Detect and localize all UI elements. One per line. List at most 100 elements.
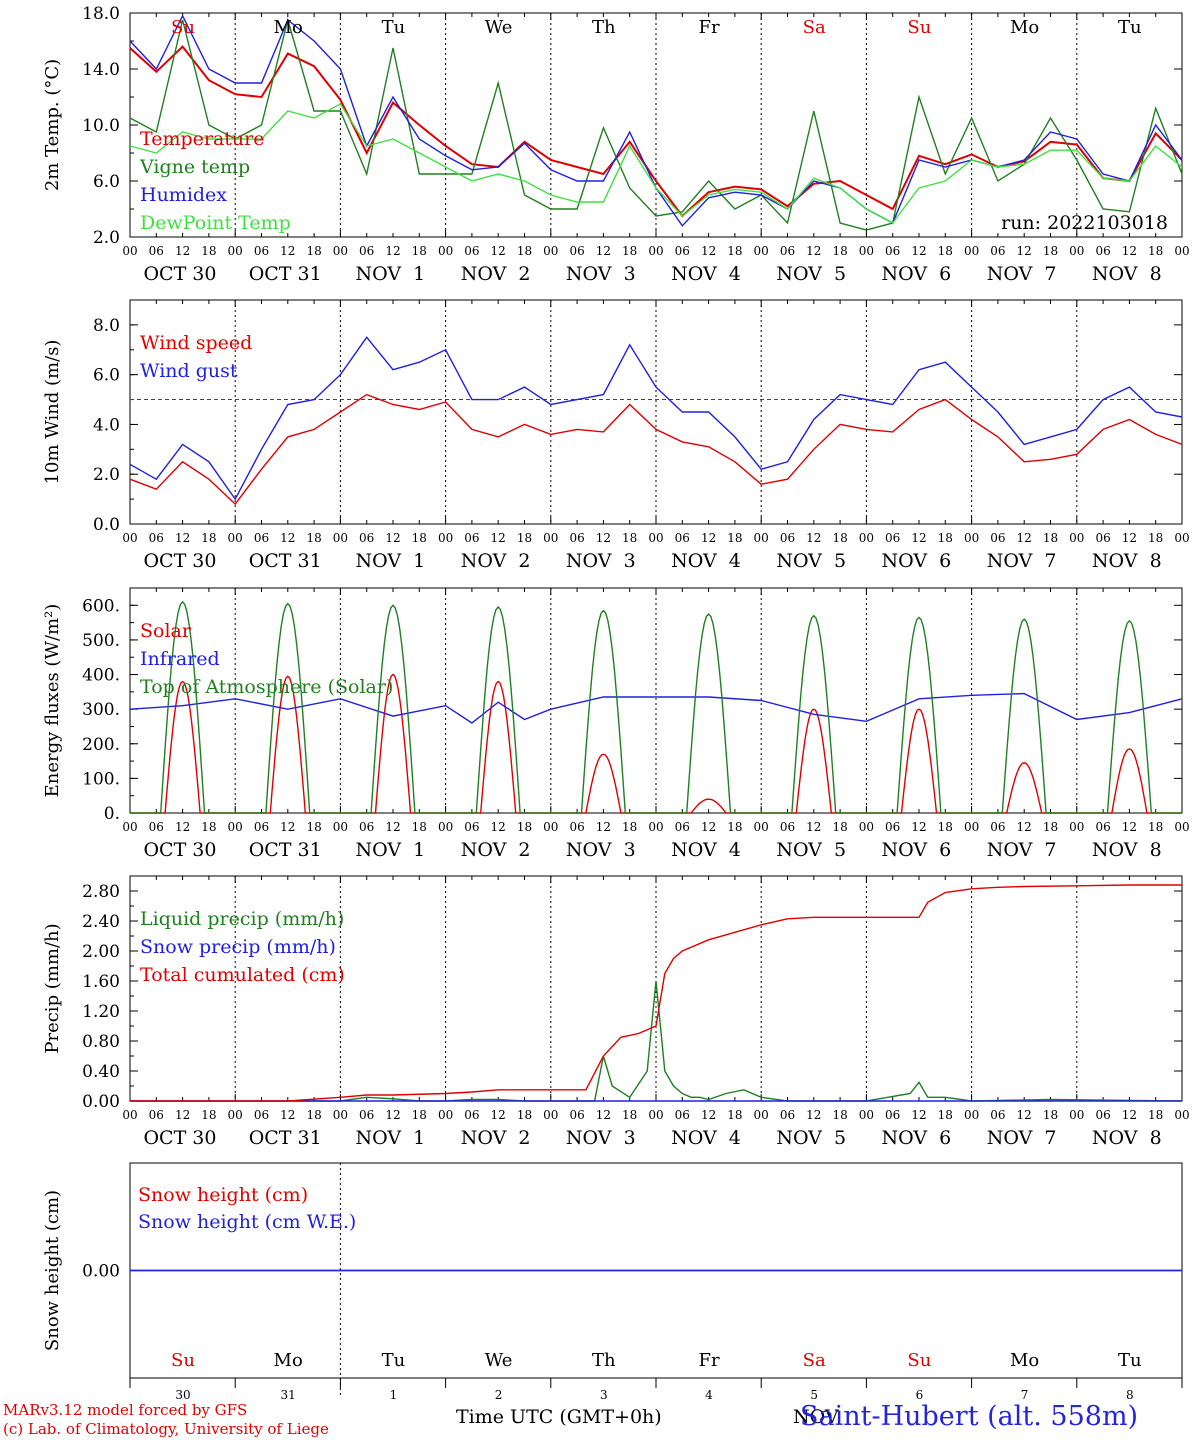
hour-label: 12 — [175, 1108, 190, 1122]
legend-entry: Snow height (cm W.E.) — [138, 1211, 356, 1233]
y-tick-label: 2.40 — [82, 912, 120, 932]
hour-label: 18 — [201, 531, 216, 545]
day-number: 31 — [281, 1388, 296, 1402]
hour-label: 06 — [780, 1108, 795, 1122]
hour-label: 12 — [175, 820, 190, 834]
hour-label: 06 — [254, 1108, 269, 1122]
y-tick-label: 2.0 — [93, 465, 120, 485]
hour-label: 06 — [885, 1108, 900, 1122]
day-abbrev: Su — [171, 17, 195, 38]
hour-label: 06 — [1095, 820, 1110, 834]
hour-label: 18 — [1148, 820, 1163, 834]
hour-label: 06 — [675, 531, 690, 545]
date-label: NOV 2 — [461, 550, 531, 572]
hour-label: 00 — [648, 820, 663, 834]
hour-label: 12 — [1122, 531, 1137, 545]
hour-label: 06 — [569, 820, 584, 834]
hour-label: 12 — [1017, 1108, 1032, 1122]
hour-label: 00 — [228, 820, 243, 834]
hour-label: 12 — [280, 244, 295, 258]
hour-label: 00 — [1069, 244, 1084, 258]
hour-label: 06 — [464, 1108, 479, 1122]
hour-label: 18 — [517, 244, 532, 258]
hour-label: 18 — [412, 531, 427, 545]
y-tick-label: 0.0 — [93, 515, 120, 535]
run-label: run: 2022103018 — [1001, 212, 1168, 234]
hour-label: 06 — [885, 820, 900, 834]
hour-label: 06 — [254, 244, 269, 258]
date-label: OCT 31 — [249, 263, 322, 285]
date-label: NOV 8 — [1092, 550, 1162, 572]
hour-label: 06 — [359, 531, 374, 545]
hour-label: 12 — [1017, 820, 1032, 834]
hour-label: 18 — [938, 244, 953, 258]
day-abbrev: Tu — [1118, 17, 1142, 38]
panel-4 — [129, 875, 1183, 1102]
hour-label: 18 — [412, 820, 427, 834]
hour-label: 00 — [333, 244, 348, 258]
day-abbrev-bottom: We — [485, 1350, 513, 1371]
hour-label: 06 — [990, 531, 1005, 545]
hour-label: 00 — [122, 531, 137, 545]
legend-entry: Snow precip (mm/h) — [140, 936, 336, 958]
hour-label: 06 — [1095, 531, 1110, 545]
date-label: NOV 3 — [566, 550, 636, 572]
date-label: NOV 1 — [356, 1127, 426, 1149]
day-abbrev: Sa — [803, 17, 826, 38]
hour-label: 12 — [491, 244, 506, 258]
hour-label: 06 — [149, 244, 164, 258]
date-label: NOV 6 — [882, 550, 952, 572]
hour-label: 18 — [832, 244, 847, 258]
hour-label: 12 — [280, 1108, 295, 1122]
legend-entry: Liquid precip (mm/h) — [140, 908, 344, 930]
y-axis-label: 2m Temp. (°C) — [42, 59, 63, 191]
date-label: NOV 4 — [671, 550, 741, 572]
series-line — [129, 17, 1183, 231]
hour-label: 18 — [306, 820, 321, 834]
date-label: NOV 7 — [987, 550, 1057, 572]
hour-label: 00 — [964, 820, 979, 834]
y-tick-label: 14.0 — [82, 60, 120, 80]
date-label: OCT 30 — [143, 550, 216, 572]
hour-label: 12 — [1122, 244, 1137, 258]
hour-label: 00 — [859, 820, 874, 834]
hour-label: 18 — [306, 1108, 321, 1122]
hour-label: 12 — [175, 244, 190, 258]
hour-label: 06 — [885, 531, 900, 545]
date-label: NOV 1 — [356, 263, 426, 285]
hour-label: 06 — [359, 820, 374, 834]
hour-label: 06 — [254, 531, 269, 545]
y-axis-label: Snow height (cm) — [42, 1190, 63, 1351]
date-label: NOV 6 — [882, 263, 952, 285]
hour-label: 18 — [1148, 244, 1163, 258]
hour-label: 18 — [201, 820, 216, 834]
day-abbrev: Fr — [698, 17, 719, 38]
hour-label: 00 — [1174, 1108, 1189, 1122]
hour-label: 06 — [990, 244, 1005, 258]
legend-entry: Vigne temp — [139, 156, 250, 178]
hour-label: 00 — [754, 1108, 769, 1122]
hour-label: 12 — [911, 820, 926, 834]
day-abbrev: Mo — [1010, 17, 1039, 38]
hour-label: 06 — [569, 1108, 584, 1122]
hour-label: 12 — [596, 531, 611, 545]
hour-label: 00 — [1069, 1108, 1084, 1122]
legend-entry: Temperature — [140, 128, 264, 150]
y-tick-label: 2.0 — [93, 228, 120, 248]
y-tick-label: 2.80 — [82, 882, 120, 902]
hour-label: 00 — [438, 1108, 453, 1122]
hour-label: 00 — [1174, 244, 1189, 258]
y-tick-label: 100. — [82, 769, 120, 789]
y-tick-label: 0. — [104, 804, 120, 824]
hour-label: 12 — [596, 1108, 611, 1122]
hour-label: 18 — [412, 244, 427, 258]
day-number: 2 — [495, 1388, 503, 1402]
date-label: NOV 5 — [776, 839, 846, 861]
series-line — [129, 336, 1183, 501]
hour-label: 06 — [1095, 1108, 1110, 1122]
hour-label: 06 — [569, 244, 584, 258]
legend-entry: Wind speed — [140, 332, 252, 354]
hour-label: 12 — [806, 1108, 821, 1122]
hour-label: 18 — [622, 1108, 637, 1122]
hour-label: 12 — [491, 820, 506, 834]
